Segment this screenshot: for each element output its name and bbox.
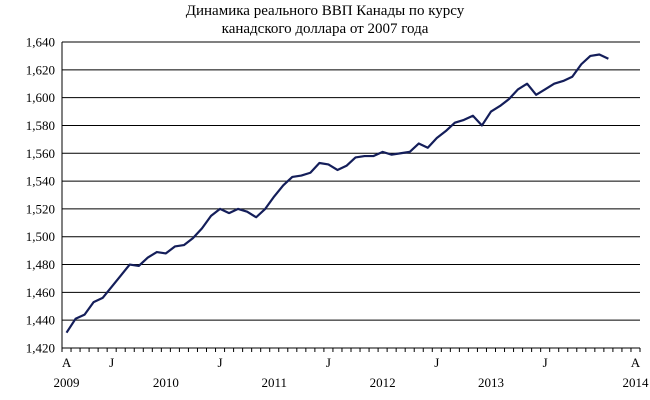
- x-month-label: J: [218, 355, 223, 370]
- x-month-label: A: [631, 355, 641, 370]
- x-axis-tick-labels: A J J J J J A 2009 2010 2011 2012 2013 2014: [54, 355, 649, 390]
- x-year-label: 2009: [54, 375, 80, 390]
- y-tick-label: 1,440: [26, 313, 55, 328]
- x-month-label: J: [543, 355, 548, 370]
- y-tick-label: 1,640: [26, 35, 55, 50]
- chart-title-line-1: Динамика реального ВВП Канады по курсу: [185, 3, 465, 19]
- y-axis-tick-labels: 1,420 1,440 1,460 1,480 1,500 1,520 1,540 1,560…: [26, 35, 55, 356]
- x-year-label: 2014: [622, 375, 649, 390]
- chart-title-line-2: канадского доллара от 2007 года: [221, 21, 429, 37]
- y-tick-label: 1,600: [26, 90, 55, 105]
- x-month-label: J: [434, 355, 439, 370]
- y-tick-label: 1,580: [26, 118, 55, 133]
- y-tick-label: 1,520: [26, 201, 55, 216]
- x-month-label: J: [326, 355, 331, 370]
- y-tick-label: 1,540: [26, 174, 55, 189]
- y-tick-label: 1,500: [26, 229, 55, 244]
- grid-lines: [62, 41, 640, 349]
- x-month-label: J: [109, 355, 114, 370]
- x-month-label: A: [62, 355, 72, 370]
- x-year-label: 2013: [478, 375, 504, 390]
- axes: [61, 42, 641, 352]
- x-year-label: 2011: [261, 375, 287, 390]
- y-tick-label: 1,420: [26, 341, 55, 356]
- chart-title: Динамика реального ВВП Канады по курсу к…: [0, 2, 650, 38]
- y-tick-label: 1,560: [26, 146, 55, 161]
- y-tick-label: 1,620: [26, 62, 55, 77]
- y-tick-label: 1,460: [26, 285, 55, 300]
- x-year-label: 2010: [153, 375, 179, 390]
- y-tick-label: 1,480: [26, 257, 55, 272]
- series-line: [65, 53, 609, 334]
- series-layer: [65, 53, 609, 334]
- x-year-label: 2012: [370, 375, 396, 390]
